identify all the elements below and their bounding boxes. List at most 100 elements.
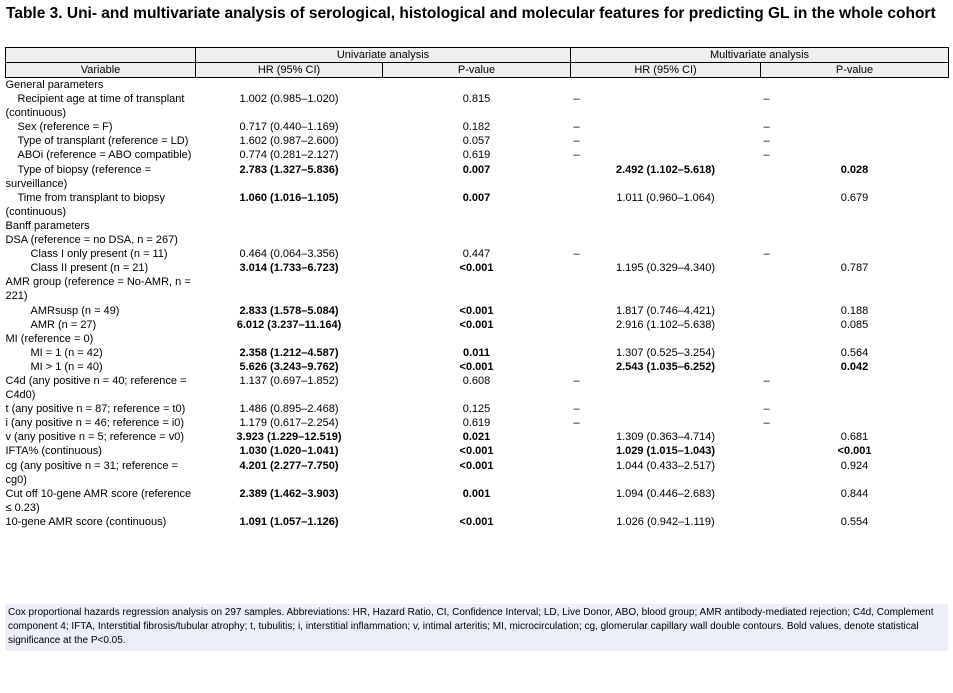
uni-p-cell: 0.619 (462, 417, 491, 430)
header-multivariate: Multivariate analysis (570, 47, 950, 63)
header-multi-p: P-value (760, 62, 950, 78)
table-row: IFTA% (continuous) 1.030 (1.020–1.041) <0.… (6, 444, 949, 458)
table-row: AMR (n = 27) 6.012 (3.237–11.164) <0.001 2.… (6, 318, 949, 332)
uni-p-cell: 0.057 (462, 135, 491, 148)
variable-cell: Recipient age at time of transplant (con… (6, 92, 196, 120)
uni-hr-cell: 1.002 (0.985–1.020) (239, 93, 339, 106)
table-row: Banff parameters (6, 219, 949, 233)
uni-hr-cell: 1.602 (0.987–2.600) (239, 135, 339, 148)
multi-p-cell: – (763, 374, 770, 387)
header-uni-p: P-value (381, 62, 572, 78)
multi-hr-cell: 2.916 (1.102–5.638) (615, 318, 716, 331)
multi-p-cell: 0.085 (840, 318, 869, 331)
table-row: MI = 1 (n = 42) 2.358 (1.212–4.587) 0.011 1… (6, 346, 949, 360)
multi-p-cell: – (763, 403, 770, 416)
table-row: cg (any positive n = 31; reference = cg0… (6, 459, 949, 487)
multi-hr-cell: 1.029 (1.015–1.043) (615, 445, 716, 458)
multi-p-cell (761, 78, 949, 93)
uni-p-cell: <0.001 (459, 304, 494, 317)
variable-cell: Sex (reference = F) (6, 120, 196, 134)
uni-hr-cell: 2.358 (1.212–4.587) (239, 346, 339, 359)
multi-p-cell: <0.001 (837, 445, 872, 458)
uni-hr-cell (196, 233, 383, 247)
multi-p-cell (761, 233, 949, 247)
uni-p-cell: <0.001 (459, 262, 494, 275)
uni-hr-cell: 1.060 (1.016–1.105) (239, 191, 339, 204)
multi-hr-cell: 2.492 (1.102–5.618) (615, 163, 716, 176)
uni-hr-cell: 0.464 (0.064–3.356) (239, 248, 339, 261)
variable-cell: C4d (any positive n = 40; reference = C4… (6, 374, 196, 402)
uni-p-cell (383, 332, 571, 346)
uni-hr-cell (196, 275, 383, 303)
variable-cell: AMRsusp (n = 49) (6, 304, 196, 318)
variable-cell: 10-gene AMR score (continuous) (6, 515, 196, 529)
uni-hr-cell (196, 219, 383, 233)
header-column-row: Variable HR (95% CI) P-value HR (95% CI)… (5, 62, 950, 78)
uni-hr-cell (196, 332, 383, 346)
multi-hr-cell: 1.094 (0.446–2.683) (615, 487, 716, 500)
variable-cell: IFTA% (continuous) (6, 444, 196, 458)
variable-label: Recipient age at time of transplant (con… (5, 93, 185, 120)
table-row: MI (reference = 0) (6, 332, 949, 346)
multi-p-cell: 0.564 (840, 346, 869, 359)
multi-p-cell: – (763, 248, 770, 261)
variable-label: v (any positive n = 5; reference = v0) (5, 431, 185, 444)
multi-p-cell (761, 275, 949, 303)
uni-hr-cell: 1.486 (0.895–2.468) (239, 403, 339, 416)
multi-hr-cell: 1.309 (0.363–4.714) (615, 431, 716, 444)
variable-label: Class I only present (n = 11) (30, 248, 168, 261)
table-row: MI > 1 (n = 40) 5.626 (3.243–9.762) <0.001… (6, 360, 949, 374)
uni-p-cell (383, 78, 571, 93)
header-variable: Variable (5, 62, 196, 78)
uni-p-cell: 0.125 (462, 403, 491, 416)
multi-hr-cell (571, 332, 761, 346)
variable-cell: Cut off 10-gene AMR score (reference ≤ 0… (6, 487, 196, 515)
table-row: Cut off 10-gene AMR score (reference ≤ 0… (6, 487, 949, 515)
variable-cell: i (any positive n = 46; reference = i0) (6, 416, 196, 430)
table-row: DSA (reference = no DSA, n = 267) (6, 233, 949, 247)
variable-cell: Class II present (n = 21) (6, 261, 196, 275)
variable-cell: t (any positive n = 87; reference = t0) (6, 402, 196, 416)
multi-p-cell: – (763, 93, 770, 106)
uni-hr-cell: 2.783 (1.327–5.836) (239, 163, 339, 176)
multi-p-cell: 0.681 (840, 431, 869, 444)
table-body: General parameters Recipient age at time … (6, 78, 949, 530)
table-row: C4d (any positive n = 40; reference = C4… (6, 374, 949, 402)
variable-label: i (any positive n = 46; reference = i0) (5, 417, 185, 430)
table-row: i (any positive n = 46; reference = i0) 1… (6, 416, 949, 430)
variable-label: Sex (reference = F) (17, 121, 113, 134)
uni-hr-cell: 2.833 (1.578–5.084) (239, 304, 339, 317)
variable-cell: MI > 1 (n = 40) (6, 360, 196, 374)
multi-p-cell: 0.787 (840, 262, 869, 275)
uni-p-cell: <0.001 (459, 445, 494, 458)
multi-hr-cell: 1.817 (0.746–4.421) (615, 304, 716, 317)
multi-hr-cell: – (573, 121, 580, 134)
table-row: 10-gene AMR score (continuous) 1.091 (1.0… (6, 515, 949, 529)
variable-cell: Type of transplant (reference = LD) (6, 134, 196, 148)
variable-cell: AMR group (reference = No-AMR, n = 221) (6, 275, 196, 303)
multi-hr-cell: – (573, 135, 580, 148)
uni-hr-cell: 0.717 (0.440–1.169) (239, 121, 339, 134)
uni-hr-cell: 1.137 (0.697–1.852) (239, 374, 339, 387)
multi-hr-cell: – (573, 417, 580, 430)
uni-hr-cell: 3.923 (1.229–12.519) (236, 431, 342, 444)
table-row: Sex (reference = F) 0.717 (0.440–1.169) 0.… (6, 120, 949, 134)
multi-hr-cell (571, 219, 761, 233)
uni-hr-cell: 5.626 (3.243–9.762) (239, 360, 339, 373)
multi-hr-cell: 1.026 (0.942–1.119) (616, 515, 715, 528)
uni-p-cell: 0.007 (462, 191, 491, 204)
multi-p-cell: 0.188 (840, 304, 869, 317)
multi-p-cell: – (763, 417, 770, 430)
multi-p-cell: 0.028 (840, 163, 869, 176)
multi-hr-cell: – (573, 93, 580, 106)
header-univariate: Univariate analysis (194, 47, 572, 63)
uni-p-cell: <0.001 (459, 459, 494, 472)
multi-p-cell: – (763, 121, 770, 134)
header-group-row: Univariate analysis Multivariate analysi… (5, 47, 950, 63)
table-row: AMRsusp (n = 49) 2.833 (1.578–5.084) <0.00… (6, 304, 949, 318)
uni-p-cell: 0.619 (462, 149, 491, 162)
uni-p-cell: 0.021 (462, 431, 491, 444)
variable-label: AMRsusp (n = 49) (30, 304, 120, 317)
multi-hr-cell: 2.543 (1.035–6.252) (615, 360, 716, 373)
multi-hr-cell: 1.195 (0.329–4.340) (615, 262, 716, 275)
